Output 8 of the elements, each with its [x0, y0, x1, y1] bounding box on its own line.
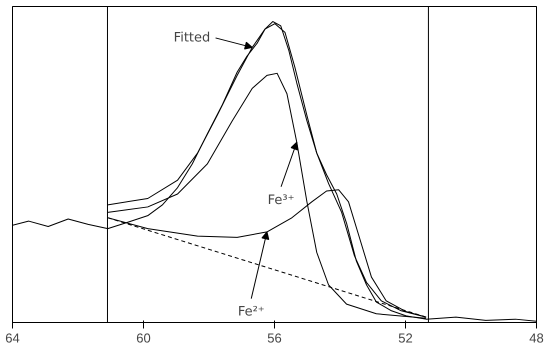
x-tick-label: 64 — [5, 330, 20, 345]
x-tick-label: 60 — [136, 330, 151, 345]
x-tick-label: 48 — [529, 330, 544, 345]
annotation: Fe²⁺ — [238, 304, 265, 320]
annotation: Fe³⁺ — [268, 192, 294, 208]
x-tick-label: 52 — [398, 330, 413, 345]
annotation: Fitted — [174, 30, 210, 46]
x-tick-label: 56 — [267, 330, 282, 345]
